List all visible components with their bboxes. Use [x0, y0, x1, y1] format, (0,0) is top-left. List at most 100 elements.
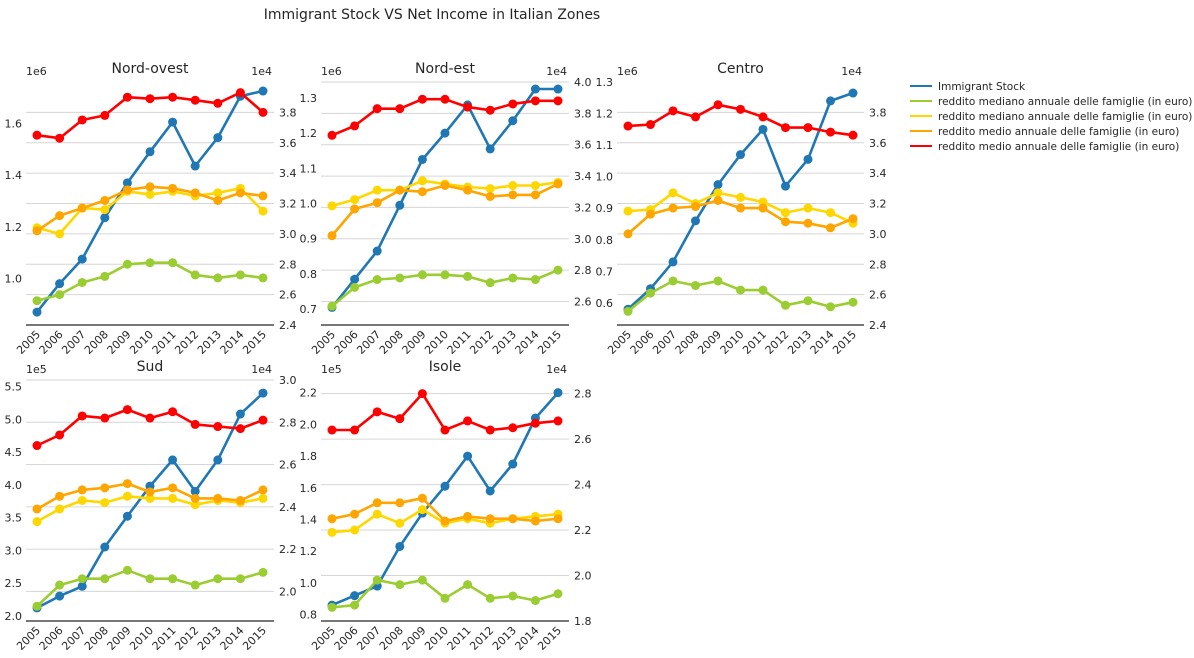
data-point [372, 498, 382, 508]
data-point [803, 203, 813, 213]
x-tick-label: 2007 [650, 328, 679, 357]
data-point [100, 574, 110, 584]
data-point [100, 413, 110, 423]
data-point [168, 574, 178, 584]
data-point [553, 388, 563, 398]
data-point [122, 479, 132, 489]
x-tick-label: 2005 [14, 328, 43, 357]
left-tick-label: 0.8 [300, 268, 318, 281]
right-tick-label: 3.8 [869, 106, 887, 119]
x-tick-label: 2013 [195, 624, 224, 653]
data-point [623, 229, 633, 239]
data-point [826, 208, 835, 218]
right-tick-label: 4.0 [574, 76, 592, 89]
x-tick-label: 2008 [377, 328, 406, 357]
x-tick-label: 2009 [400, 328, 429, 357]
data-point [190, 493, 200, 503]
data-point [372, 198, 382, 208]
left-tick-label: 5.0 [5, 413, 23, 426]
data-point [168, 483, 178, 493]
left-tick-label: 5.5 [5, 381, 23, 394]
data-point [100, 110, 110, 120]
data-point [440, 593, 450, 603]
legend-label: reddito medio annuale delle famiglie (in… [938, 141, 1179, 153]
data-point [736, 285, 745, 295]
left-axis-exponent: 1e5 [321, 363, 342, 376]
data-point [122, 185, 132, 195]
x-tick-label: 2008 [82, 328, 111, 357]
x-tick-label: 2008 [673, 328, 702, 357]
right-tick-label: 3.0 [869, 228, 887, 241]
data-point [350, 525, 360, 535]
data-point [190, 500, 200, 510]
data-point [145, 493, 155, 503]
left-tick-label: 1.2 [5, 221, 23, 234]
x-tick-label: 2014 [513, 624, 542, 653]
data-point [826, 127, 835, 137]
right-axis-exponent: 1e4 [546, 363, 567, 376]
data-point [508, 591, 518, 601]
data-point [145, 189, 155, 199]
left-tick-label: 1.6 [300, 482, 318, 495]
data-point [508, 180, 518, 190]
right-tick-label: 3.8 [574, 107, 592, 120]
data-point [258, 567, 268, 577]
x-tick-label: 2013 [490, 624, 519, 653]
x-tick-label: 2015 [240, 328, 269, 357]
data-point [145, 147, 155, 157]
data-point [77, 203, 87, 213]
data-point [440, 270, 450, 280]
data-point [440, 481, 450, 491]
data-point [417, 270, 427, 280]
data-point [485, 593, 495, 603]
data-point [258, 107, 268, 117]
right-tick-label: 3.2 [279, 198, 297, 211]
data-point [440, 94, 450, 104]
data-point [736, 104, 745, 114]
right-tick-label: 3.2 [574, 201, 592, 214]
panel-centro: 2.4 2.6 2.8 3.0 3.2 3.4 3.6 3.8 0.6 0.7 0.8 0.9 1.0 1… [596, 61, 887, 357]
data-point [395, 498, 405, 508]
data-point [803, 218, 813, 228]
data-point [213, 188, 223, 198]
data-point [190, 419, 200, 429]
x-tick-label: 2009 [105, 624, 134, 653]
data-point [826, 223, 835, 233]
data-point [258, 86, 268, 96]
data-point [258, 415, 268, 425]
data-point [213, 133, 223, 143]
data-point [530, 180, 540, 190]
data-point [55, 279, 65, 289]
data-point [213, 98, 223, 108]
data-point [190, 188, 200, 198]
data-point [395, 273, 405, 283]
x-tick-label: 2006 [628, 328, 657, 357]
data-point [758, 112, 768, 122]
figure-title: Immigrant Stock VS Net Income in Italian… [264, 7, 600, 23]
data-point [440, 425, 450, 435]
data-point [372, 246, 382, 256]
x-tick-label: 2013 [490, 328, 519, 357]
data-point [781, 208, 790, 218]
data-point [235, 424, 245, 434]
data-point [122, 491, 132, 501]
data-point [55, 133, 65, 143]
data-point [691, 281, 700, 291]
data-point [758, 203, 768, 213]
data-point [55, 211, 65, 221]
data-point [100, 213, 110, 223]
data-point [691, 112, 700, 122]
data-point [691, 216, 700, 226]
left-tick-label: 1.0 [300, 198, 318, 211]
data-point [417, 94, 427, 104]
data-point [848, 297, 858, 307]
data-point [77, 277, 87, 287]
legend-label: reddito mediano annuale delle famiglie (… [938, 111, 1192, 123]
x-tick-label: 2015 [535, 328, 564, 357]
x-tick-label: 2011 [740, 328, 769, 357]
right-tick-label: 2.2 [574, 524, 592, 537]
data-point [168, 117, 178, 127]
data-point [258, 493, 268, 503]
data-point [485, 105, 495, 115]
